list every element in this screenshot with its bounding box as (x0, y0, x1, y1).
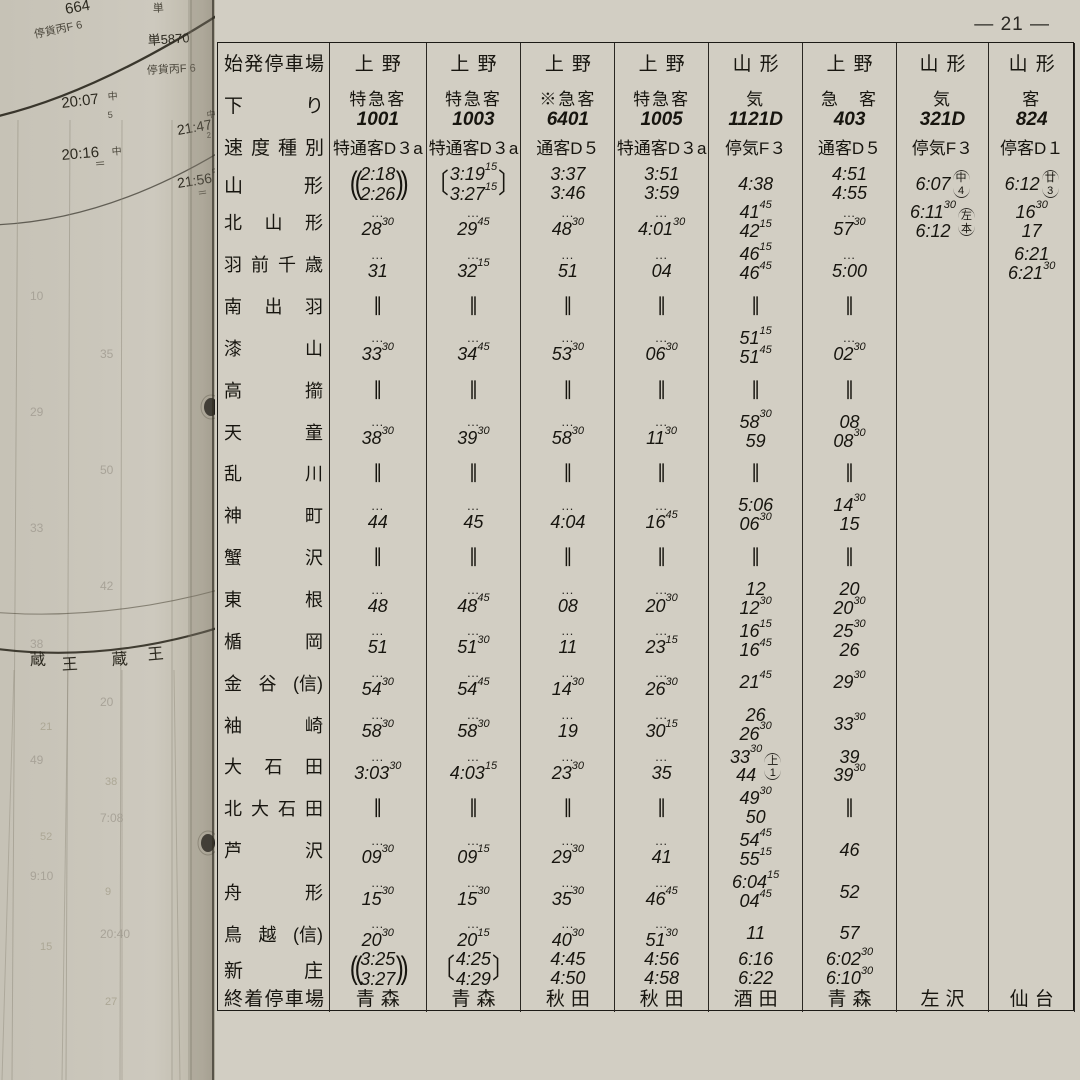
svg-text:5: 5 (107, 110, 113, 120)
svg-text:20: 20 (100, 695, 114, 709)
svg-text:7:08: 7:08 (100, 811, 124, 825)
svg-text:＝: ＝ (94, 158, 106, 171)
svg-text:中: 中 (107, 89, 118, 103)
svg-text:15: 15 (40, 941, 52, 953)
svg-text:50: 50 (100, 463, 114, 477)
svg-text:29: 29 (30, 405, 44, 419)
svg-text:9:10: 9:10 (30, 869, 54, 883)
svg-text:単: 単 (152, 0, 164, 15)
svg-text:中: 中 (111, 144, 122, 158)
svg-text:蔵: 蔵 (30, 650, 47, 669)
svg-text:49: 49 (30, 753, 44, 767)
svg-text:王: 王 (147, 646, 164, 664)
svg-text:42: 42 (100, 579, 114, 593)
svg-text:38: 38 (105, 776, 117, 788)
svg-text:38: 38 (30, 637, 44, 651)
svg-text:33: 33 (30, 521, 44, 535)
svg-text:52: 52 (40, 831, 52, 843)
svg-text:9: 9 (105, 886, 111, 898)
svg-text:21: 21 (40, 721, 52, 733)
svg-text:20:40: 20:40 (100, 927, 130, 941)
svg-text:10: 10 (30, 289, 44, 303)
svg-text:35: 35 (100, 347, 114, 361)
svg-text:蔵: 蔵 (111, 650, 128, 669)
svg-text:27: 27 (105, 996, 117, 1008)
svg-text:王: 王 (61, 656, 78, 674)
